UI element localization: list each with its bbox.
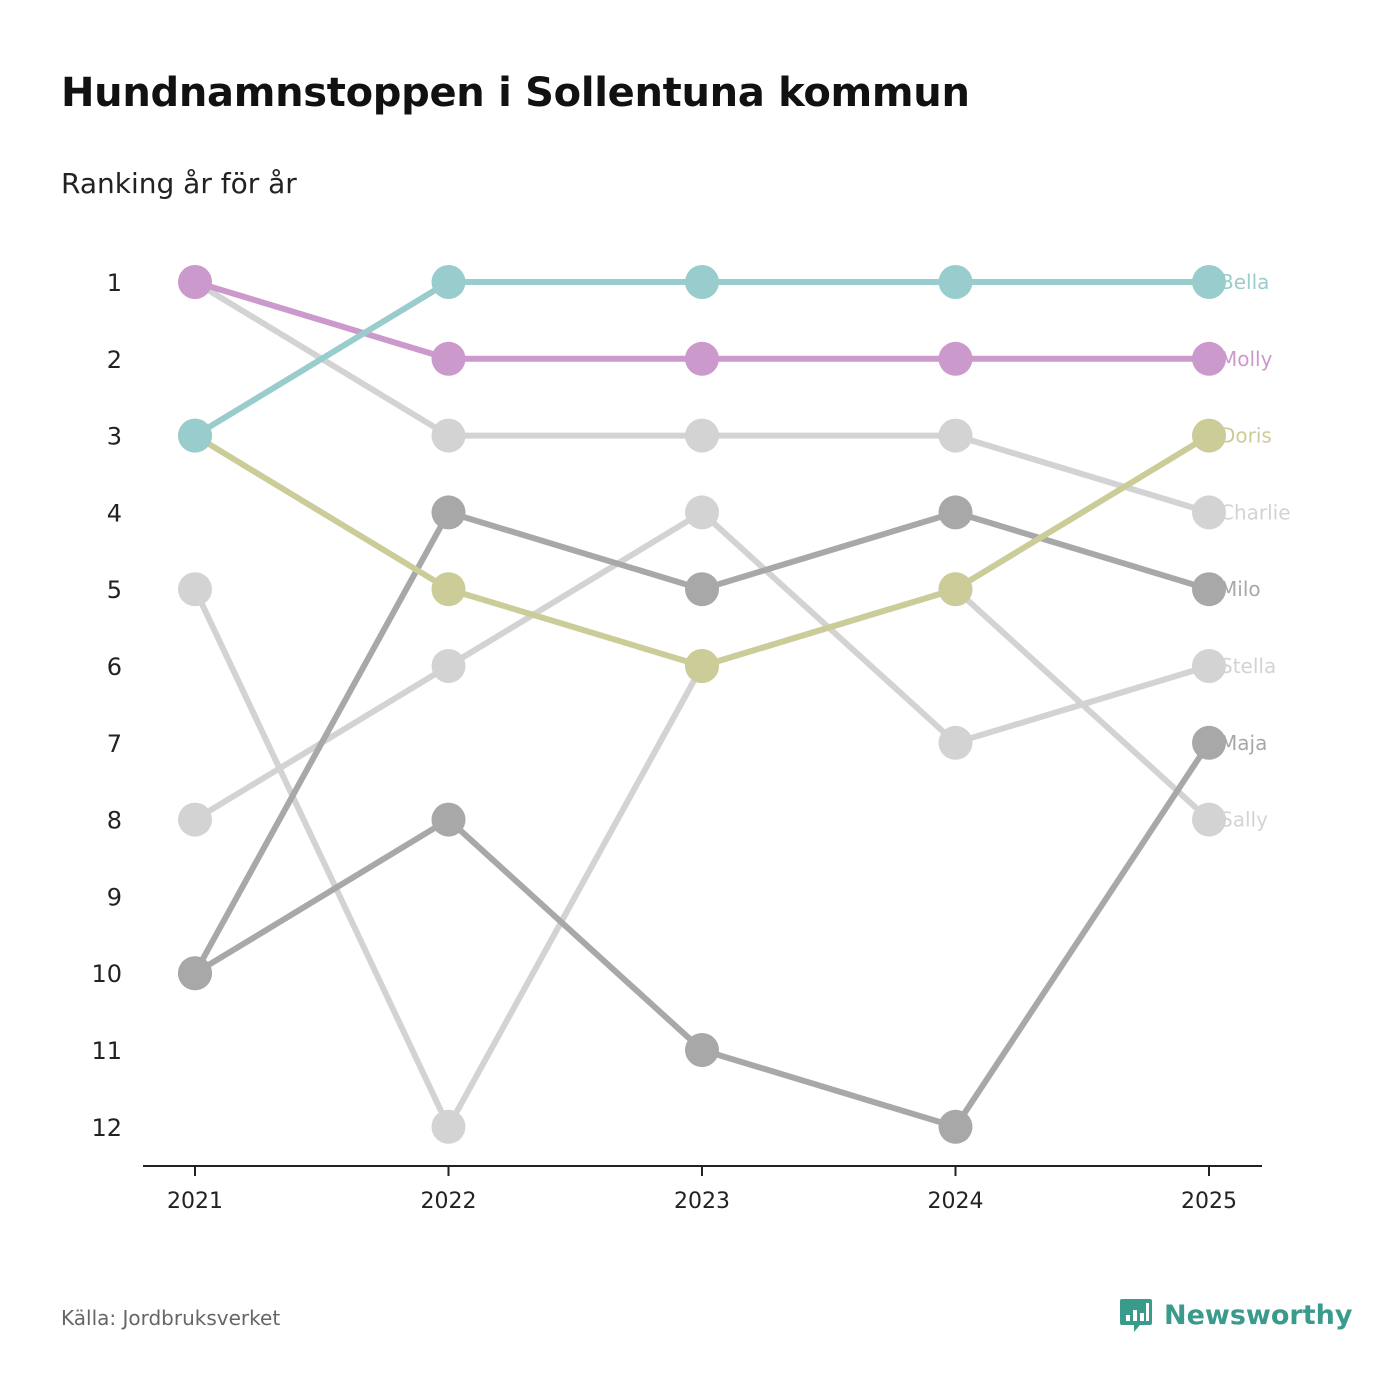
point-stella-2021[interactable] <box>178 802 212 837</box>
y-tick-label-9: 9 <box>107 883 122 911</box>
point-stella-2024[interactable] <box>938 725 973 760</box>
point-maja-2021[interactable] <box>178 956 212 991</box>
series-label-milo: Milo <box>1220 577 1261 601</box>
y-tick-label-11: 11 <box>91 1037 122 1065</box>
point-bella-2024[interactable] <box>938 265 973 299</box>
point-charlie-2024[interactable] <box>938 418 973 453</box>
series-label-stella: Stella <box>1220 654 1276 678</box>
series-points <box>178 265 1226 1144</box>
x-tick-label-2022: 2022 <box>421 1189 477 1214</box>
series-lines <box>192 279 1212 1130</box>
point-maja-2025[interactable] <box>1192 725 1226 760</box>
point-molly-2024[interactable] <box>938 341 973 376</box>
point-doris-2022[interactable] <box>431 572 466 607</box>
y-tick-label-12: 12 <box>91 1114 122 1142</box>
point-milo-2025[interactable] <box>1192 572 1226 607</box>
point-doris-2024[interactable] <box>938 572 973 607</box>
point-bella-2021[interactable] <box>178 418 212 453</box>
series-label-molly: Molly <box>1220 347 1273 371</box>
point-sally-2025[interactable] <box>1192 802 1226 837</box>
point-sally-2021[interactable] <box>178 572 212 607</box>
y-tick-label-6: 6 <box>107 653 122 681</box>
point-milo-2024[interactable] <box>938 495 973 530</box>
point-stella-2022[interactable] <box>431 649 466 683</box>
point-bella-2022[interactable] <box>431 265 466 299</box>
brand-logo[interactable]: Newsworthy <box>1118 1296 1352 1334</box>
y-tick-label-4: 4 <box>107 499 122 527</box>
point-stella-2023[interactable] <box>685 495 719 530</box>
point-molly-2021[interactable] <box>178 265 212 299</box>
newsworthy-icon <box>1120 1299 1152 1332</box>
y-tick-label-8: 8 <box>107 807 122 835</box>
point-stella-2025[interactable] <box>1192 649 1226 683</box>
point-molly-2025[interactable] <box>1192 341 1226 376</box>
point-molly-2023[interactable] <box>685 341 719 376</box>
point-doris-2025[interactable] <box>1192 418 1226 453</box>
series-label-sally: Sally <box>1220 808 1268 832</box>
y-tick-label-5: 5 <box>107 576 122 604</box>
point-charlie-2022[interactable] <box>431 418 466 453</box>
series-label-maja: Maja <box>1220 731 1267 755</box>
x-tick-label-2024: 2024 <box>928 1189 984 1214</box>
point-maja-2024[interactable] <box>938 1109 973 1144</box>
series-labels: Charlie Stella Sally Milo Maja Doris Molly Bell… <box>1220 270 1291 832</box>
point-charlie-2025[interactable] <box>1192 495 1226 530</box>
y-tick-label-3: 3 <box>107 423 122 451</box>
y-tick-label-10: 10 <box>91 960 122 988</box>
point-molly-2022[interactable] <box>431 341 466 376</box>
point-milo-2022[interactable] <box>431 495 466 530</box>
y-tick-label-7: 7 <box>107 730 122 758</box>
source-note: Källa: Jordbruksverket <box>61 1306 281 1330</box>
point-milo-2023[interactable] <box>685 572 719 607</box>
point-sally-2022[interactable] <box>431 1109 466 1144</box>
series-line-maja[interactable] <box>192 739 1212 1130</box>
point-bella-2023[interactable] <box>685 265 719 299</box>
y-tick-label-2: 2 <box>107 346 122 374</box>
x-tick-label-2025: 2025 <box>1181 1189 1237 1214</box>
x-axis-ticks: 2021 2022 2023 2024 2025 <box>167 1166 1237 1214</box>
brand-name: Newsworthy <box>1164 1299 1353 1331</box>
point-bella-2025[interactable] <box>1192 265 1226 299</box>
series-line-doris[interactable] <box>192 432 1212 669</box>
point-maja-2022[interactable] <box>431 802 466 837</box>
point-maja-2023[interactable] <box>685 1033 719 1067</box>
point-charlie-2023[interactable] <box>685 418 719 453</box>
chart-subtitle: Ranking år för år <box>61 167 297 200</box>
x-tick-label-2023: 2023 <box>674 1189 730 1214</box>
series-line-charlie[interactable] <box>192 279 1212 516</box>
series-label-bella: Bella <box>1220 270 1269 294</box>
series-label-charlie: Charlie <box>1220 500 1291 524</box>
x-tick-label-2021: 2021 <box>167 1189 223 1214</box>
chart-title: Hundnamnstoppen i Sollentuna kommun <box>61 70 970 116</box>
y-tick-label-1: 1 <box>107 269 122 297</box>
series-label-doris: Doris <box>1220 424 1272 448</box>
point-doris-2023[interactable] <box>685 649 719 683</box>
